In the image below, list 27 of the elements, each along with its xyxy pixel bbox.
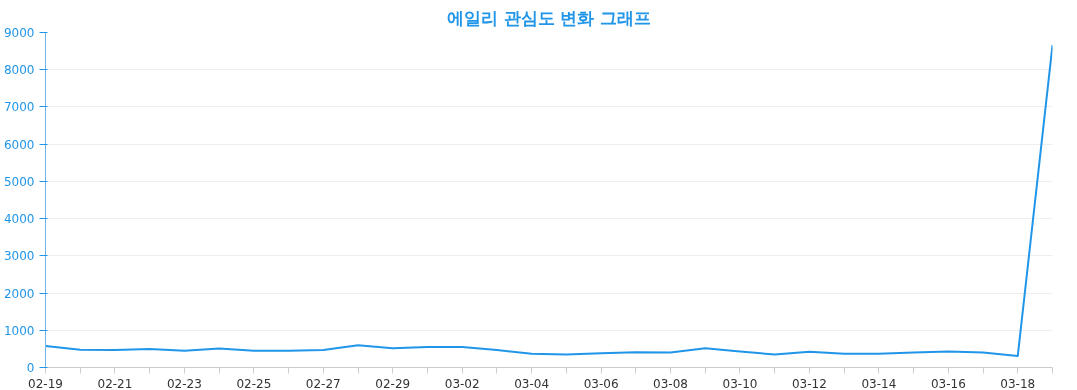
y-tick-label: 5000 bbox=[3, 174, 35, 189]
x-tick-label: 03-06 bbox=[583, 376, 619, 390]
x-tick-label: 02-25 bbox=[236, 376, 272, 390]
x-tick-label: 02-23 bbox=[166, 376, 202, 390]
y-tick-label: 6000 bbox=[3, 137, 35, 152]
x-tick-label: 03-02 bbox=[444, 376, 480, 390]
x-tick-label: 02-21 bbox=[97, 376, 133, 390]
line-series bbox=[45, 44, 1053, 357]
x-tick-label: 03-16 bbox=[930, 376, 966, 390]
x-tick-label: 03-10 bbox=[722, 376, 758, 390]
y-tick-label: 0 bbox=[26, 361, 35, 375]
x-tick-label: 02-19 bbox=[28, 376, 63, 390]
chart-title: 에일리 관심도 변화 그래프 bbox=[446, 7, 652, 28]
y-tick-label: 8000 bbox=[3, 63, 35, 78]
x-tick-label: 03-14 bbox=[861, 376, 897, 390]
x-tick-label: 03-18 bbox=[1000, 376, 1036, 390]
x-tick-label: 03-12 bbox=[792, 376, 827, 390]
y-tick-label: 2000 bbox=[3, 286, 35, 301]
y-tick-label: 7000 bbox=[3, 100, 35, 115]
x-tick-label: 03-04 bbox=[514, 376, 550, 390]
y-tick-label: 4000 bbox=[3, 212, 35, 227]
x-tick-label: 03-08 bbox=[653, 376, 688, 390]
y-tick-label: 1000 bbox=[3, 323, 35, 338]
x-tick-label: 02-29 bbox=[375, 376, 411, 390]
y-tick-label: 3000 bbox=[3, 249, 35, 264]
x-tick-label: 02-27 bbox=[305, 376, 341, 390]
y-tick-label: 9000 bbox=[3, 26, 35, 40]
